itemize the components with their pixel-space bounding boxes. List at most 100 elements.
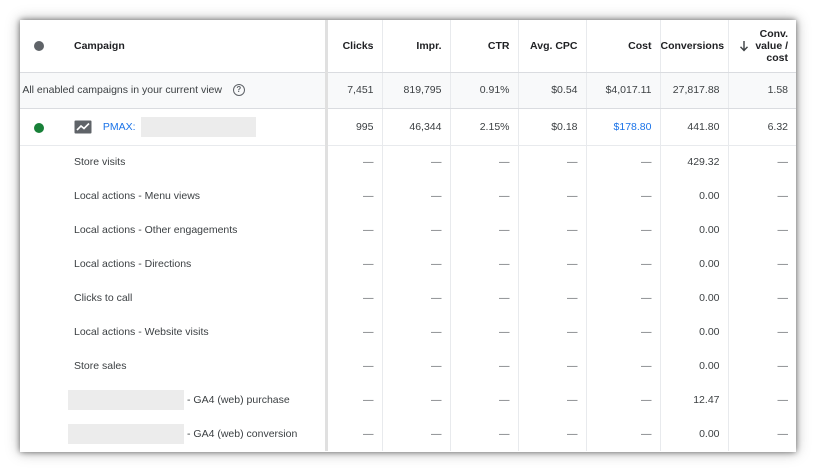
dash-cell: — xyxy=(382,247,451,281)
dash-cell: — xyxy=(450,417,519,451)
dash-cell: — xyxy=(777,360,789,372)
campaign-ctr: 2.15% xyxy=(450,108,519,146)
conversion-action-row: Store sales — — — — — 0.00 — xyxy=(20,349,796,383)
conv-value-label-line2: value / xyxy=(755,39,788,52)
dash-cell: — xyxy=(777,224,789,236)
dash-cell: — xyxy=(450,349,519,383)
help-circle-icon[interactable]: ? xyxy=(232,84,245,97)
total-row: tal: All enabled campaigns in your curre… xyxy=(20,72,796,109)
dash-cell: — xyxy=(326,417,383,451)
conversion-action-conversions: 0.00 xyxy=(660,281,729,315)
dash-cell: — xyxy=(777,190,789,202)
dash-cell: — xyxy=(777,394,789,406)
dash-cell: — xyxy=(518,247,587,281)
campaigns-table-card: Campaign Clicks Impr. CTR Avg. CPC Cost … xyxy=(20,20,796,452)
dash-cell: — xyxy=(326,247,383,281)
column-header-conv-value-cost[interactable]: Conv. value / cost xyxy=(728,20,796,73)
dash-cell: — xyxy=(450,145,519,179)
dash-cell: — xyxy=(586,281,661,315)
campaign-clicks: 995 xyxy=(326,108,383,146)
dash-cell: — xyxy=(518,417,587,451)
total-conv-value-cost: 1.58 xyxy=(728,72,796,109)
dash-cell: — xyxy=(586,315,661,349)
dash-cell: — xyxy=(326,383,383,417)
dash-cell: — xyxy=(586,349,661,383)
campaign-row: PMAX: 995 46,344 2.15% $0.18 $178.80 441… xyxy=(20,108,796,146)
redacted-account-name xyxy=(68,390,184,410)
conversion-action-row: Local actions - Menu views — — — — — 0.0… xyxy=(20,179,796,213)
status-enabled-icon[interactable] xyxy=(34,122,44,133)
total-avg-cpc: $0.54 xyxy=(518,72,587,109)
campaign-avg-cpc: $0.18 xyxy=(518,108,587,146)
dash-cell: — xyxy=(450,247,519,281)
dash-cell: — xyxy=(518,145,587,179)
total-row-label: tal: All enabled campaigns in your curre… xyxy=(20,83,222,96)
dash-cell: — xyxy=(450,213,519,247)
dash-cell: — xyxy=(518,281,587,315)
dash-cell: — xyxy=(382,349,451,383)
dash-cell: — xyxy=(326,315,383,349)
dash-cell: — xyxy=(382,213,451,247)
conversion-action-conversions: 0.00 xyxy=(660,247,729,281)
dash-cell: — xyxy=(586,383,661,417)
dash-cell: — xyxy=(518,179,587,213)
campaign-conversions: 441.80 xyxy=(660,108,729,146)
dash-cell: — xyxy=(382,145,451,179)
conversion-action-conversions: 0.00 xyxy=(660,213,729,247)
column-header-ctr[interactable]: CTR xyxy=(450,20,519,73)
campaign-name-link[interactable]: PMAX: xyxy=(102,120,136,133)
conversion-action-row: Local actions - Other engagements — — — … xyxy=(20,213,796,247)
redacted-campaign-name xyxy=(140,116,256,137)
redacted-account-name xyxy=(68,424,184,444)
dash-cell: — xyxy=(326,179,383,213)
dash-cell: — xyxy=(382,417,451,451)
conv-value-label-line3: cost xyxy=(766,51,788,64)
conversion-action-label: Local actions - Directions xyxy=(20,247,328,281)
column-header-clicks[interactable]: Clicks xyxy=(326,20,383,73)
dash-cell: — xyxy=(518,349,587,383)
conversion-action-conversions: 0.00 xyxy=(660,349,729,383)
status-column-dot-icon[interactable] xyxy=(34,41,44,51)
dash-cell: — xyxy=(777,156,789,169)
conversion-action-conversions: 0.00 xyxy=(660,315,729,349)
campaign-cost-link[interactable]: $178.80 xyxy=(586,108,661,146)
conversion-action-row: Store visits — — — — — 429.32 — xyxy=(20,145,796,179)
dash-cell: — xyxy=(586,417,661,451)
column-header-cost[interactable]: Cost xyxy=(586,20,661,73)
dash-cell: — xyxy=(586,179,661,213)
dash-cell: — xyxy=(777,292,789,304)
dash-cell: — xyxy=(586,213,661,247)
conversion-action-label: - GA4 (web) purchase xyxy=(187,393,290,406)
conversion-action-conversions: 0.00 xyxy=(660,417,729,451)
total-row-label-cell: tal: All enabled campaigns in your curre… xyxy=(20,72,328,109)
dash-cell: — xyxy=(586,145,661,179)
dash-cell: — xyxy=(382,179,451,213)
conversion-action-row: Local actions - Website visits — — — — —… xyxy=(20,315,796,349)
conversion-action-row: - GA4 (web) conversion — — — — — 0.00 — xyxy=(20,417,796,451)
column-header-campaign-label: Campaign xyxy=(74,39,125,52)
conversion-action-label: Store sales xyxy=(20,349,328,383)
total-impr: 819,795 xyxy=(382,72,451,109)
conversion-action-label: Local actions - Menu views xyxy=(20,179,328,213)
total-clicks: 7,451 xyxy=(326,72,383,109)
dash-cell: — xyxy=(326,349,383,383)
conversion-action-label-cell: - GA4 (web) purchase xyxy=(20,383,328,417)
conversion-action-label-cell: - GA4 (web) conversion xyxy=(20,417,328,451)
conversion-action-label: Clicks to call xyxy=(20,281,328,315)
dash-cell: — xyxy=(450,281,519,315)
column-header-conversions[interactable]: Conversions xyxy=(660,20,729,73)
dash-cell: — xyxy=(450,315,519,349)
column-header-campaign[interactable]: Campaign xyxy=(20,20,328,73)
dash-cell: — xyxy=(326,145,383,179)
column-header-avg-cpc[interactable]: Avg. CPC xyxy=(518,20,587,73)
dash-cell: — xyxy=(326,281,383,315)
column-header-impr[interactable]: Impr. xyxy=(382,20,451,73)
conversion-action-row: Local actions - Directions — — — — — 0.0… xyxy=(20,247,796,281)
dash-cell: — xyxy=(326,213,383,247)
conversion-action-label: Local actions - Website visits xyxy=(20,315,328,349)
campaigns-table: Campaign Clicks Impr. CTR Avg. CPC Cost … xyxy=(20,20,796,451)
dash-cell: — xyxy=(382,315,451,349)
dash-cell: — xyxy=(382,383,451,417)
dash-cell: — xyxy=(450,179,519,213)
dash-cell: — xyxy=(777,258,789,270)
